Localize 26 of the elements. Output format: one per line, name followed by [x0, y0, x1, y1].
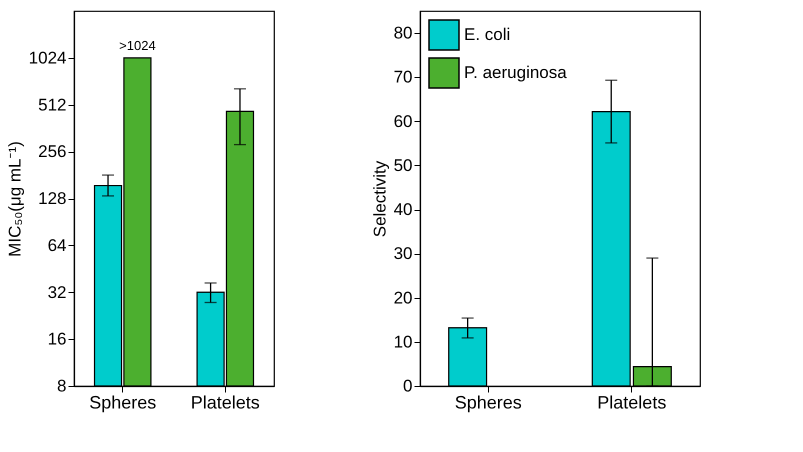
- y-tick-label: 70: [394, 68, 412, 87]
- y-tick-label: 10: [394, 332, 412, 352]
- y-axis-title: MIC₅₀(μg mL⁻¹): [6, 141, 25, 257]
- y-tick-label: 20: [394, 288, 412, 308]
- y-tick-label: 60: [394, 112, 412, 131]
- x-tick-label: Platelets: [597, 392, 666, 412]
- x-tick-label: Spheres: [89, 392, 156, 412]
- y-axis-title: Selectivity: [370, 160, 390, 238]
- y-tick-label: 128: [38, 189, 66, 208]
- y-tick-label: 512: [38, 95, 66, 114]
- y-tick-label: 32: [48, 282, 66, 302]
- y-tick-label: 64: [48, 236, 66, 255]
- y-tick-label: 50: [394, 156, 412, 175]
- y-tick-label: 0: [403, 376, 412, 396]
- y-tick-label: 80: [394, 24, 412, 43]
- legend-label: P. aeruginosa: [464, 63, 568, 82]
- annotation: >1024: [119, 38, 156, 53]
- y-tick-label: 1024: [28, 48, 66, 68]
- y-tick-label: 30: [394, 244, 412, 264]
- y-tick-label: 8: [57, 376, 66, 396]
- y-tick-label: 40: [394, 200, 412, 220]
- legend-label: E. coli: [464, 25, 510, 44]
- y-tick-label: 16: [48, 330, 66, 349]
- y-tick-label: 256: [38, 142, 66, 162]
- x-tick-label: Platelets: [190, 392, 260, 412]
- x-tick-label: Spheres: [454, 392, 522, 412]
